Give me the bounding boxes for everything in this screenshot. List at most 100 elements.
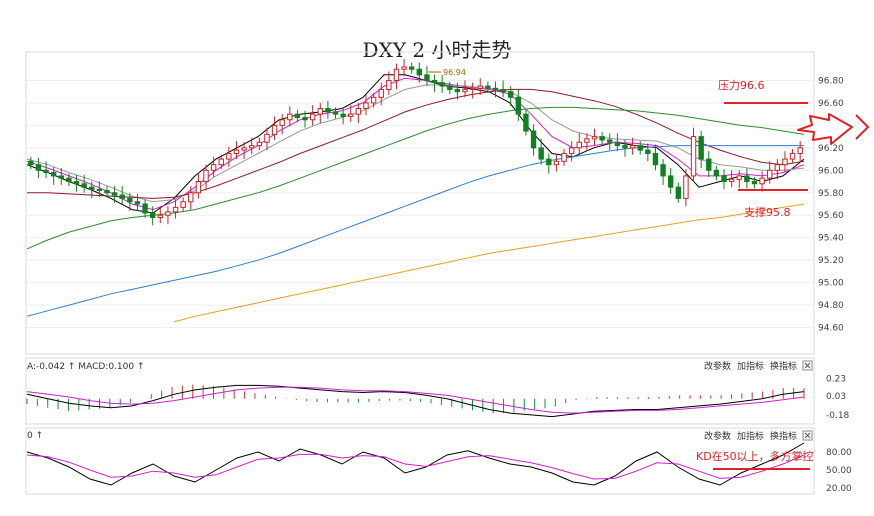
candle	[492, 81, 499, 98]
macd-dea-line	[26, 386, 805, 414]
candle	[538, 138, 544, 165]
candle	[180, 197, 186, 212]
candle	[607, 133, 613, 151]
ma-line-6	[173, 203, 805, 323]
kd-panel: 80.00 50.00 20.00 0 ↑ 改参数 加指标 换指标 KD在50以上，…	[25, 427, 852, 495]
ma-line-1	[26, 77, 805, 211]
kd-label: 0 ↑	[27, 431, 43, 441]
candle	[271, 116, 278, 140]
candle	[652, 144, 659, 171]
candle	[287, 106, 293, 127]
candle	[104, 186, 110, 198]
macd-tick-label: -0.18	[826, 411, 850, 421]
candle	[264, 127, 270, 151]
candle	[119, 186, 125, 204]
candle	[279, 114, 285, 135]
macd-close-icon[interactable]	[802, 360, 813, 371]
candle	[134, 193, 141, 211]
candle	[241, 142, 247, 160]
candle	[157, 206, 164, 224]
candle	[599, 132, 605, 145]
candle	[568, 141, 575, 162]
resistance-label: 压力96.6	[718, 79, 765, 92]
candle	[188, 186, 194, 210]
y-tick-label: 96.20	[818, 144, 844, 154]
kd-control-add[interactable]: 加指标	[737, 430, 764, 442]
kd-tick-label: 80.00	[826, 448, 852, 458]
candle	[332, 107, 339, 119]
candle	[81, 174, 87, 193]
candle	[485, 81, 491, 93]
candle	[195, 172, 202, 199]
candle	[454, 82, 461, 100]
candle	[690, 127, 697, 182]
y-tick-label: 95.80	[818, 189, 844, 199]
candle	[149, 206, 156, 226]
candle	[401, 59, 407, 76]
macd-control-params[interactable]: 改参数	[704, 360, 731, 372]
kd-control-switch[interactable]: 换指标	[770, 430, 797, 442]
candle	[226, 146, 232, 167]
candle	[370, 92, 377, 108]
ma-line-2	[26, 84, 805, 203]
candle	[675, 182, 682, 203]
candle	[744, 168, 750, 189]
chart-title: DXY 2 小时走势	[362, 38, 512, 62]
macd-control-switch[interactable]: 换指标	[770, 360, 797, 372]
candle	[553, 153, 560, 172]
candle	[797, 141, 803, 162]
candle	[728, 170, 735, 188]
candle	[142, 199, 148, 218]
candle	[28, 156, 34, 170]
candle	[660, 159, 666, 185]
candle	[683, 169, 689, 207]
candle	[302, 110, 308, 128]
candle	[386, 71, 392, 96]
candle	[721, 169, 727, 190]
candle	[622, 139, 628, 157]
macd-label: A:-0.042 ↑ MACD:0.100 ↑	[27, 362, 144, 372]
kd-close-icon[interactable]	[802, 430, 813, 441]
candle	[462, 80, 468, 98]
candle	[789, 148, 796, 164]
macd-tick-label: 0.23	[826, 374, 846, 384]
candle	[35, 157, 42, 179]
candle	[736, 170, 742, 189]
ma-line-3	[27, 88, 805, 199]
candle	[759, 171, 765, 192]
candle	[698, 131, 704, 169]
macd-panel: 0.23 0.03 -0.18 A:-0.042 ↑ MACD:0.100 ↑ 改参…	[25, 357, 850, 425]
candle	[294, 109, 301, 123]
high-price-label: 96.94	[443, 68, 466, 77]
candle	[363, 95, 369, 116]
y-tick-label: 96.00	[818, 166, 844, 176]
candle	[89, 181, 95, 199]
candle	[393, 63, 400, 90]
candle	[58, 168, 64, 185]
y-tick-label: 96.60	[818, 99, 844, 109]
kd-control-params[interactable]: 改参数	[704, 430, 731, 442]
kd-tick-label: 50.00	[826, 466, 852, 476]
ma-line-4	[26, 106, 805, 250]
candle	[340, 107, 346, 125]
candle	[751, 177, 758, 189]
candle	[233, 141, 240, 160]
candle	[203, 164, 209, 191]
candle	[348, 105, 354, 123]
macd-control-add[interactable]: 加指标	[737, 360, 764, 372]
candle	[431, 74, 438, 92]
candle	[127, 192, 133, 211]
candle	[439, 74, 445, 93]
candle	[477, 78, 483, 96]
arrow-right-icon	[855, 114, 870, 140]
arrow-right-icon	[797, 113, 853, 145]
y-tick-label: 94.80	[818, 301, 844, 311]
candle	[469, 82, 476, 99]
candle	[782, 151, 788, 172]
y-tick-label: 95.60	[818, 211, 844, 221]
candle	[629, 137, 636, 155]
candle	[576, 133, 582, 154]
candle	[111, 186, 118, 203]
candle	[96, 181, 103, 198]
candle	[645, 143, 651, 162]
